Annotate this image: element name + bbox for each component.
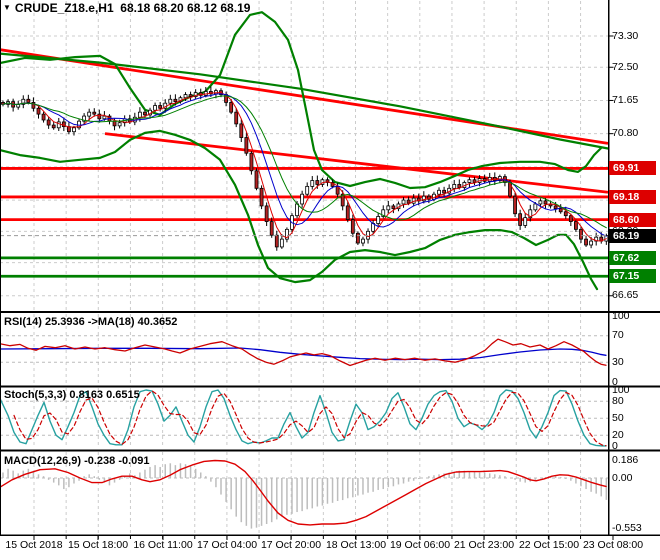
symbol-period-label: CRUDE_Z18.e,H1 (14, 1, 114, 15)
stoch-scale-label: 80 (612, 394, 624, 407)
price-badge: 68.19 (609, 228, 656, 243)
stoch-scale-label: 0 (612, 440, 618, 452)
price-axis-label: 70.80 (612, 127, 639, 140)
time-axis-label: 19 Oct 06:00 (389, 539, 451, 551)
macd-scale-label: -0.553 (612, 522, 642, 535)
stoch-scale-label: 20 (612, 428, 624, 441)
price-axis-label: 71.65 (612, 94, 639, 106)
rsi-indicator-label: RSI(14) 25.3936 ->MA(18) 40.3652 (4, 316, 178, 328)
time-axis-label: 17 Oct 20:00 (260, 539, 322, 551)
price-axis-label: 72.50 (612, 60, 639, 73)
price-badge: 69.91 (609, 161, 656, 176)
time-axis-label: 15 Oct 18:00 (67, 539, 129, 551)
time-axis-label: 23 Oct 08:00 (582, 539, 644, 551)
price-badge: 67.62 (609, 250, 656, 265)
rsi-scale-label: 30 (612, 355, 624, 368)
time-axis-label: 17 Oct 04:00 (196, 539, 258, 551)
rsi-scale-label: 0 (612, 375, 618, 388)
macd-scale-label: 0.186 (612, 454, 639, 467)
chart-title: ▼ CRUDE_Z18.e,H1 68.18 68.20 68.12 68.19 (3, 1, 250, 15)
price-badge: 69.18 (609, 189, 656, 204)
time-axis-label: 22 Oct 15:00 (518, 539, 580, 551)
price-badge: 67.15 (609, 269, 656, 284)
main-chart-panel[interactable] (0, 0, 608, 311)
symbol-dropdown-arrow-icon[interactable]: ▼ (3, 3, 11, 12)
time-axis-label: 18 Oct 13:00 (325, 539, 387, 551)
rsi-scale-label: 100 (612, 309, 630, 322)
macd-scale-label: 0.00 (612, 471, 633, 484)
stoch-scale-label: 100 (612, 383, 630, 396)
ohlc-values: 68.18 68.20 68.12 68.19 (120, 1, 251, 15)
time-axis-label: 16 Oct 11:00 (133, 539, 193, 551)
price-axis-label: 66.65 (612, 289, 639, 302)
stoch-indicator-label: Stoch(5,3,3) 0.8163 0.6515 (4, 389, 140, 401)
stoch-scale-label: 50 (612, 411, 624, 424)
time-axis-label: 15 Oct 2018 (5, 539, 63, 551)
macd-indicator-label: MACD(12,26,9) -0.238 -0.091 (4, 455, 150, 467)
price-badge: 68.60 (609, 212, 656, 227)
time-axis-label: 21 Oct 23:00 (453, 539, 515, 551)
price-axis-label: 73.30 (612, 29, 639, 42)
rsi-scale-label: 70 (612, 329, 624, 342)
